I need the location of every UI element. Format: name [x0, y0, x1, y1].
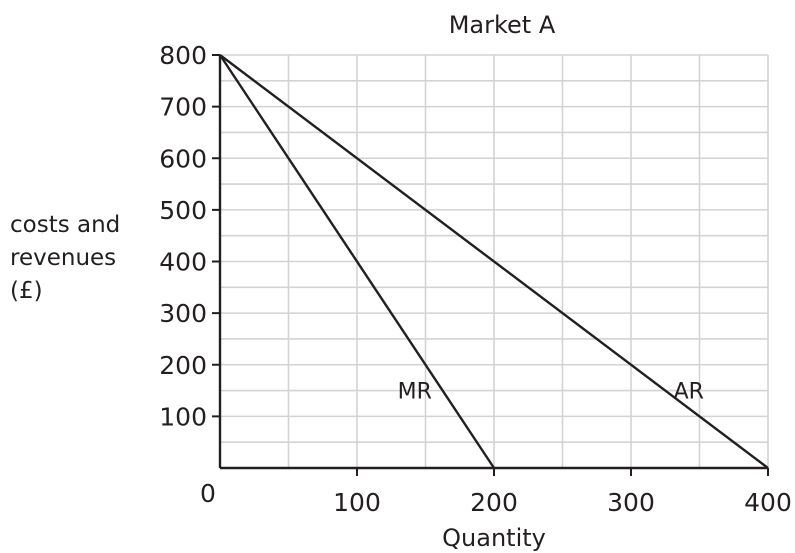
- y-tick-label: 200: [159, 351, 207, 380]
- origin-label: 0: [200, 479, 216, 508]
- y-tick-label: 500: [159, 196, 207, 225]
- y-axis-label-line-2: revenues: [10, 245, 116, 271]
- series-lines: [219, 54, 769, 469]
- y-axis-label-line-1: costs and: [10, 212, 120, 238]
- series-label-mr: MR: [398, 380, 432, 405]
- grid: [220, 54, 769, 468]
- x-tick-label: 400: [744, 488, 792, 517]
- y-tick-label: 400: [159, 248, 207, 277]
- x-tick-label: 300: [607, 488, 655, 517]
- y-tick-label: 300: [159, 299, 207, 328]
- x-tick-label: 100: [333, 488, 381, 517]
- chart-title: Market A: [449, 11, 556, 39]
- x-axis-label: Quantity: [442, 524, 546, 552]
- series-line-ar: [219, 54, 769, 469]
- series-line-mr: [219, 54, 495, 469]
- series-label-ar: AR: [674, 380, 704, 405]
- y-tick-label: 800: [159, 41, 207, 70]
- y-tick-label: 700: [159, 93, 207, 122]
- labels: Market A Quantity costs and revenues (£)…: [10, 11, 792, 552]
- y-tick-label: 600: [159, 144, 207, 173]
- axes: [212, 54, 769, 476]
- y-tick-label: 100: [159, 402, 207, 431]
- y-axis-label-line-3: (£): [10, 278, 43, 304]
- x-tick-label: 200: [470, 488, 518, 517]
